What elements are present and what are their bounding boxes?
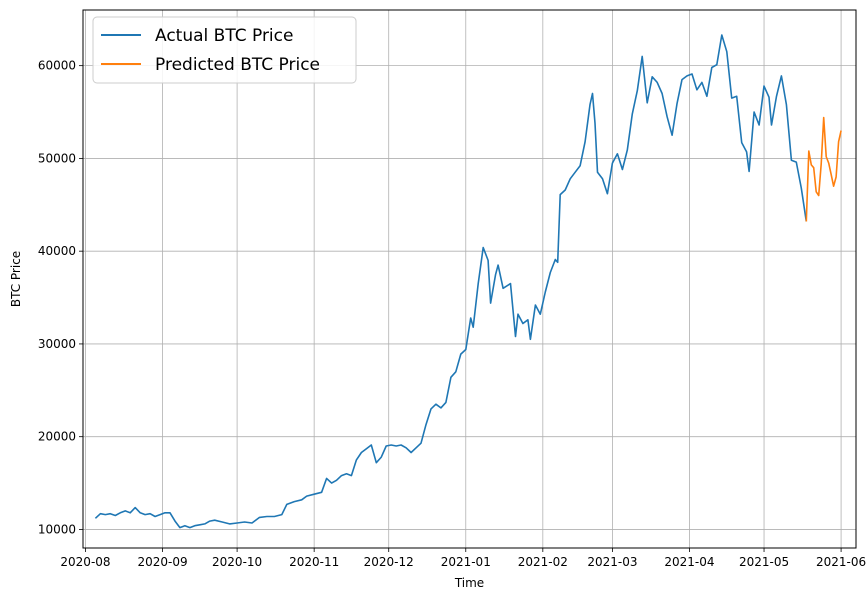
series-line-0 [94,34,808,529]
x-tick-label: 2020-10 [212,555,262,569]
x-tick-label: 2021-04 [664,555,714,569]
y-tick-label: 60000 [38,59,76,73]
y-tick-label: 30000 [38,337,76,351]
y-tick-label: 10000 [38,522,76,536]
x-tick-label: 2020-09 [137,555,187,569]
x-tick-label: 2021-02 [518,555,568,569]
legend-label: Actual BTC Price [155,26,293,46]
x-axis: 2020-08 2020-09 2020-10 2020-11 2020-12 2021-… [60,548,866,569]
x-tick-label: 2020-12 [364,555,414,569]
series-line-1 [805,116,842,222]
grid [83,10,856,548]
legend-box [92,16,357,84]
x-tick-label: 2020-11 [289,555,339,569]
x-tick-label: 2021-01 [441,555,491,569]
y-tick-label: 50000 [38,151,76,165]
y-tick-label: 20000 [38,430,76,444]
plot-frame [82,9,857,549]
x-tick-label: 2020-08 [60,555,110,569]
legend: Actual BTC Price Predicted BTC Price [92,16,357,84]
y-axis: 10000 20000 30000 40000 50000 60000 [38,59,83,536]
x-tick-label: 2021-03 [587,555,637,569]
x-axis-label: Time [454,576,484,590]
legend-label: Predicted BTC Price [155,55,320,75]
series-lines [94,34,842,529]
x-tick-label: 2021-05 [739,555,789,569]
x-tick-label: 2021-06 [816,555,866,569]
y-tick-label: 40000 [38,244,76,258]
y-axis-label: BTC Price [9,251,23,307]
